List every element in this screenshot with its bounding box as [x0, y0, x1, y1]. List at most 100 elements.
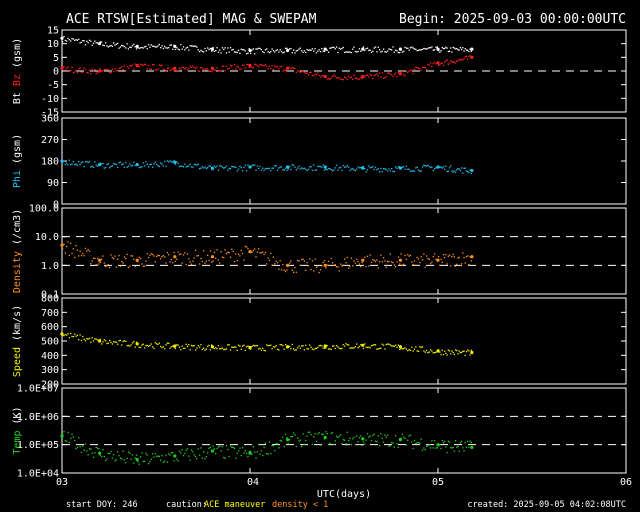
series-sample [356, 168, 358, 170]
series-sample [353, 74, 355, 76]
series-sample [267, 51, 269, 53]
series-sample [123, 459, 126, 461]
series-sample [456, 47, 458, 50]
series-sample [364, 75, 366, 78]
series-sample [444, 440, 446, 443]
series-sample [393, 171, 395, 173]
series-sample [237, 49, 240, 51]
series-sample [388, 72, 390, 74]
series-sample [240, 454, 242, 457]
series-sample [115, 341, 118, 343]
series-sample [427, 445, 429, 447]
series-sample [236, 452, 238, 454]
series-sample [186, 46, 189, 49]
series-sample [424, 165, 426, 167]
series-sample [401, 433, 404, 435]
series-sample [215, 257, 217, 259]
series-sample [264, 63, 267, 66]
series-sample [405, 165, 408, 167]
series-sample [330, 348, 332, 351]
series-sample [208, 447, 210, 449]
series-sample [282, 344, 284, 347]
series-sample [353, 347, 355, 349]
series-sample [66, 440, 68, 442]
series-sample [317, 165, 319, 167]
series-sample [435, 63, 437, 65]
series-sample [184, 347, 186, 349]
series-sample [412, 72, 414, 75]
series-sample [470, 172, 472, 175]
series-sample [372, 434, 374, 437]
series-sample [190, 45, 193, 47]
series-sample [263, 51, 265, 54]
series-sample [372, 258, 374, 261]
series-sample [306, 435, 308, 437]
series-sample [413, 348, 416, 350]
series-sample [287, 49, 289, 52]
series-sample [292, 164, 295, 166]
series-sample [294, 266, 296, 269]
series-sample [344, 258, 346, 260]
series-sample [235, 253, 237, 255]
series-sample [335, 77, 338, 79]
series-sample [267, 68, 269, 70]
series-sample [401, 70, 404, 73]
series-sample [441, 167, 443, 169]
series-sample [251, 251, 253, 253]
series-sample [197, 254, 199, 257]
series-sample [378, 261, 381, 263]
series-sample [403, 263, 405, 266]
series-sample [388, 48, 390, 50]
series-sample [282, 436, 284, 438]
series-sample [151, 64, 154, 66]
x-tick-label: 03 [56, 477, 68, 488]
series-sample [203, 451, 205, 453]
series-sample [225, 165, 228, 167]
series-sample [142, 265, 144, 268]
series-sample [169, 261, 171, 263]
series-sample [71, 433, 73, 435]
series-sample [294, 166, 296, 168]
series-sample [327, 348, 330, 350]
series-sample [333, 345, 335, 347]
series-sample [357, 50, 359, 53]
series-sample [121, 66, 123, 68]
series-sample [186, 448, 189, 450]
series-sample [227, 344, 229, 346]
series-sample [166, 461, 169, 463]
series-sample [211, 168, 213, 170]
series-sample [306, 261, 308, 264]
series-sample [119, 46, 122, 48]
series-sample [154, 46, 156, 48]
series-sample [392, 442, 394, 444]
series-sample [88, 69, 91, 71]
series-sample [349, 77, 351, 79]
series-sample [260, 64, 263, 66]
series-sample [399, 166, 401, 168]
series-sample [436, 447, 438, 449]
series-sample [313, 50, 315, 52]
series-sample [91, 260, 93, 262]
series-sample [420, 346, 422, 348]
series-sample [71, 335, 73, 338]
series-sample [203, 250, 205, 252]
series-sample [147, 345, 150, 347]
series-sample [160, 459, 162, 461]
series-sample [223, 348, 225, 351]
caution-label: caution: [166, 500, 207, 510]
series-sample [331, 46, 334, 49]
series-sample [448, 62, 451, 64]
series-sample [178, 346, 181, 348]
series-sample [298, 440, 300, 442]
series-sample [314, 258, 316, 260]
series-sample [370, 261, 373, 263]
series-sample [286, 437, 288, 439]
y-axis-label-part: (K) [12, 406, 23, 430]
series-sample [411, 170, 413, 172]
series-sample [376, 169, 378, 171]
series-sample [106, 342, 108, 345]
series-sample [303, 50, 306, 52]
series-sample [356, 435, 358, 437]
series-sample [170, 346, 173, 348]
series-sample [424, 48, 426, 50]
